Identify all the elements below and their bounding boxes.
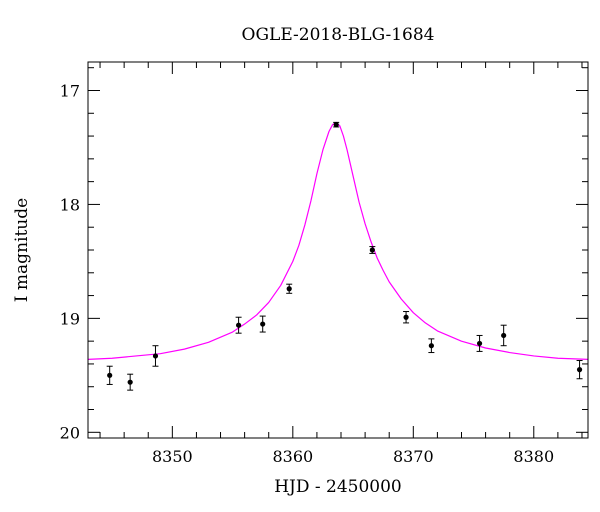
y-tick-label: 17 <box>60 81 80 100</box>
x-tick-label: 8380 <box>513 447 554 466</box>
data-point <box>369 247 375 253</box>
x-tick-label: 8350 <box>152 447 193 466</box>
axes: 8350 8360 8370 8380 17 18 19 20 <box>60 61 589 466</box>
data-point <box>403 314 409 320</box>
model-curve <box>88 121 588 360</box>
data-point <box>286 286 292 292</box>
data-point <box>333 122 339 128</box>
plot-frame <box>87 61 589 439</box>
data-point <box>428 343 434 349</box>
plot-area <box>88 121 588 391</box>
y-tick-label: 18 <box>60 195 80 214</box>
data-point <box>236 322 242 328</box>
data-point <box>576 367 583 373</box>
y-axis-label: I magnitude <box>12 198 32 302</box>
data-point <box>501 332 507 339</box>
x-axis-label: HJD - 2450000 <box>274 477 402 497</box>
data-point <box>476 340 483 347</box>
data-point <box>127 379 133 385</box>
y-tick-label: 20 <box>60 423 80 442</box>
data-point <box>107 372 113 378</box>
x-tick-label: 8370 <box>393 447 434 466</box>
data-point <box>152 353 159 359</box>
chart-title: OGLE-2018-BLG-1684 <box>242 25 435 45</box>
y-tick-label: 19 <box>60 309 80 328</box>
x-tick-label: 8360 <box>272 447 313 466</box>
data-point <box>260 321 266 327</box>
